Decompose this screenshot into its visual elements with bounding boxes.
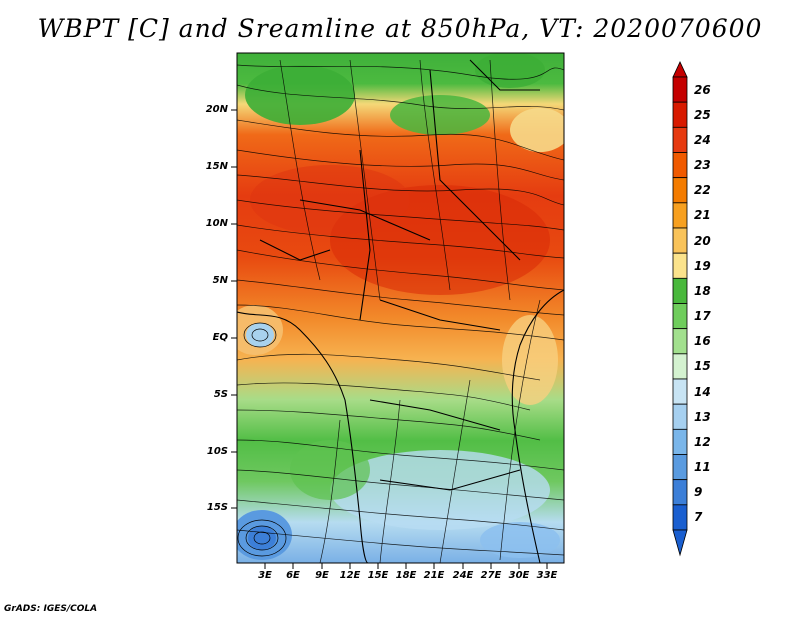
lat-label: 5S xyxy=(213,389,228,400)
colorbar-cell xyxy=(672,353,688,380)
lat-label: EQ xyxy=(212,332,228,343)
lon-label: 9E xyxy=(315,570,329,581)
map-frame xyxy=(236,52,565,564)
colorbar-cell xyxy=(672,479,688,506)
colorbar-cell xyxy=(672,428,688,455)
colorbar-bottom-arrow xyxy=(672,529,688,557)
lat-label: 10S xyxy=(206,446,228,457)
colorbar-label: 23 xyxy=(694,158,711,173)
colorbar-label: 12 xyxy=(694,434,711,449)
colorbar-cell xyxy=(672,454,688,481)
colorbar-label: 21 xyxy=(694,208,711,223)
colorbar-cell xyxy=(672,126,688,153)
colorbar-label: 14 xyxy=(694,384,711,399)
colorbar-cell xyxy=(672,202,688,229)
lon-label: 21E xyxy=(423,570,445,581)
colorbar-label: 19 xyxy=(694,258,711,273)
colorbar-cell xyxy=(672,227,688,254)
grads-credit: GrADS: IGES/COLA xyxy=(4,604,98,614)
lat-label: 20N xyxy=(205,104,228,115)
lon-label: 30E xyxy=(508,570,530,581)
colorbar-cell xyxy=(672,277,688,304)
lon-label: 27E xyxy=(480,570,502,581)
lon-label: 33E xyxy=(536,570,558,581)
colorbar-label: 18 xyxy=(694,283,711,298)
colorbar-top-arrow xyxy=(672,61,688,78)
colorbar-label: 24 xyxy=(694,132,711,147)
axis-ticks xyxy=(231,109,548,569)
colorbar-cell xyxy=(672,403,688,430)
colorbar-label: 20 xyxy=(694,233,711,248)
lon-label: 6E xyxy=(286,570,300,581)
lon-label: 3E xyxy=(258,570,272,581)
chart-title: WBPT [C] and Sreamline at 850hPa, VT: 20… xyxy=(37,14,763,43)
colorbar-label: 25 xyxy=(694,107,711,122)
colorbar-cell xyxy=(672,328,688,355)
colorbar-cell xyxy=(672,378,688,405)
colorbar-label: 16 xyxy=(694,334,711,349)
colorbar-cell xyxy=(672,252,688,279)
colorbar-cell xyxy=(672,152,688,179)
lat-label: 15S xyxy=(206,502,228,513)
colorbar-cell xyxy=(672,303,688,330)
colorbar-cell xyxy=(672,504,688,531)
colorbar-label: 26 xyxy=(694,82,711,97)
colorbar-cell xyxy=(672,177,688,204)
colorbar-label: 9 xyxy=(694,485,703,500)
lat-label: 10N xyxy=(205,218,228,229)
lat-label: 5N xyxy=(212,275,228,286)
colorbar-label: 15 xyxy=(694,359,711,374)
lon-label: 24E xyxy=(452,570,474,581)
map-field xyxy=(237,53,564,563)
lon-label: 15E xyxy=(367,570,389,581)
colorbar-cell xyxy=(672,76,688,103)
colorbar xyxy=(672,61,688,557)
colorbar-label: 13 xyxy=(694,409,711,424)
lon-label: 18E xyxy=(395,570,417,581)
colorbar-cell xyxy=(672,101,688,128)
colorbar-label: 22 xyxy=(694,183,711,198)
colorbar-label: 7 xyxy=(694,510,703,525)
lon-label: 12E xyxy=(339,570,361,581)
lat-label: 15N xyxy=(205,161,228,172)
colorbar-label: 17 xyxy=(694,309,711,324)
colorbar-label: 11 xyxy=(694,460,711,475)
